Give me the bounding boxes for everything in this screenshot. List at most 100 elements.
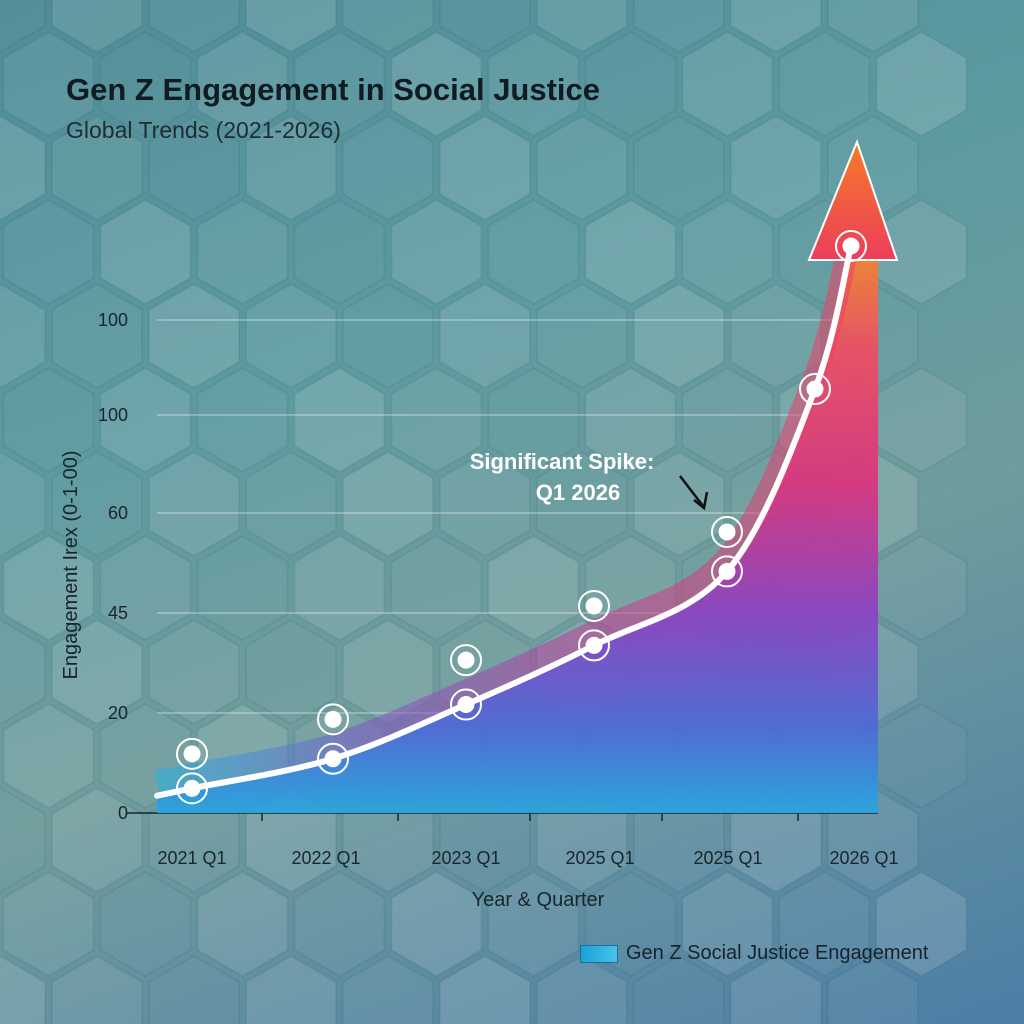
hexagon-tile: [51, 786, 143, 894]
hexagon-tile: [341, 954, 434, 1024]
hexagon-tile: [0, 282, 46, 390]
marker-ring: [450, 644, 482, 677]
chart-subtitle: Global Trends (2021-2026): [66, 117, 341, 143]
hexagon-tile: [2, 198, 95, 306]
hexagon-tile: [51, 450, 143, 558]
hexagon-tile: [99, 198, 192, 306]
annotation-line-2: Q1 2026: [536, 480, 620, 505]
marker-ring: [711, 515, 743, 548]
hexagon-tile: [535, 282, 628, 390]
x-tick-label: 2026 Q1: [829, 848, 898, 868]
marker-point: [324, 710, 342, 728]
hexagon-tile: [729, 954, 822, 1024]
data-point: [585, 636, 603, 654]
hexagon-tile: [293, 198, 386, 306]
data-point-ring: [799, 373, 831, 406]
hexagon-tile: [2, 30, 95, 138]
hexagon-tile: [51, 954, 143, 1024]
hexagon-tile: [245, 450, 337, 558]
hexagon-tile: [487, 366, 580, 474]
hexagon-tile: [632, 114, 725, 222]
hexagon-tile: [438, 450, 531, 558]
data-points: [176, 230, 867, 805]
hexagon-tile: [681, 870, 774, 978]
hexagon-tile: [487, 534, 580, 642]
y-tick-label: 60: [108, 503, 128, 523]
hexagon-tile: [487, 30, 580, 138]
data-point: [806, 380, 824, 398]
x-tick-label: 2025 Q1: [693, 848, 762, 868]
data-point-ring: [835, 230, 867, 263]
hexagon-tile: [341, 450, 434, 558]
hexagon-tile: [826, 0, 919, 54]
hexagon-tile: [148, 450, 240, 558]
hexagon-tile: [535, 114, 628, 222]
hexagon-tile: [2, 366, 95, 474]
hexagon-tile: [196, 870, 289, 978]
hexagon-tile: [99, 30, 192, 138]
y-tick-label: 100: [98, 405, 128, 425]
hexagon-tile: [0, 954, 46, 1024]
hexagon-tile: [196, 30, 289, 138]
hexagon-tile: [51, 0, 143, 54]
chart-title: Gen Z Engagement in Social Justice: [66, 72, 601, 107]
hexagon-tile: [245, 282, 337, 390]
marker-ring: [317, 703, 349, 736]
hexagon-tile: [487, 198, 580, 306]
hexagon-tile: [293, 30, 386, 138]
y-tick-label: 20: [108, 703, 128, 723]
hexagon-tile: [632, 954, 725, 1024]
hexagon-tile: [681, 30, 774, 138]
hexagon-tile: [438, 114, 531, 222]
hexagon-tile: [148, 954, 240, 1024]
hexagon-tile: [99, 534, 192, 642]
marker-point: [718, 523, 736, 541]
legend-label: Gen Z Social Justice Engagement: [626, 942, 929, 964]
y-tick-label: 0: [118, 803, 128, 823]
axes: [127, 812, 878, 821]
hexagon-tile: [729, 114, 822, 222]
legend: Gen Z Social Justice Engagement: [580, 942, 928, 965]
hexagon-tile: [778, 30, 871, 138]
hexagon-tile: [535, 450, 628, 558]
hexagon-tile: [0, 114, 46, 222]
hexagon-tile: [2, 702, 95, 810]
annotation-line-1: Significant Spike:: [470, 449, 655, 474]
hexagon-tile: [390, 30, 483, 138]
hexagon-tile: [487, 870, 580, 978]
hexagon-tile: [99, 870, 192, 978]
hexagon-tile: [0, 0, 46, 54]
hexagon-tile: [148, 282, 240, 390]
hexagon-tile: [535, 0, 628, 54]
hexagon-tile: [341, 114, 434, 222]
data-point: [324, 750, 342, 768]
hexagon-tile: [148, 618, 240, 726]
marker-ring: [176, 737, 208, 770]
x-tick-label: 2021 Q1: [157, 848, 226, 868]
hexagon-tile: [0, 786, 46, 894]
hexagon-tile: [99, 366, 192, 474]
hexagon-tile: [293, 534, 386, 642]
hexagon-tile: [632, 282, 725, 390]
hexagon-tile: [341, 282, 434, 390]
x-tick-label: 2025 Q1: [565, 848, 634, 868]
data-point-ring: [450, 688, 482, 721]
hexagon-tile: [0, 450, 46, 558]
hexagon-tile: [681, 366, 774, 474]
hexagon-tile: [293, 870, 386, 978]
hexagon-tile: [245, 618, 337, 726]
hexagon-tile: [196, 366, 289, 474]
marker-ring: [578, 589, 610, 622]
annotation-arrow: [679, 475, 704, 507]
data-point: [457, 696, 475, 714]
hexagon-tile: [584, 366, 677, 474]
hexagon-tile: [438, 954, 531, 1024]
data-point: [718, 562, 736, 580]
hexagon-tile: [875, 870, 968, 978]
area-fill: [157, 246, 878, 814]
marker-point: [585, 597, 603, 615]
hexagon-tile: [2, 534, 95, 642]
hexagon-tile: [148, 0, 240, 54]
hexagon-tile: [196, 534, 289, 642]
hexagon-tile: [2, 870, 95, 978]
